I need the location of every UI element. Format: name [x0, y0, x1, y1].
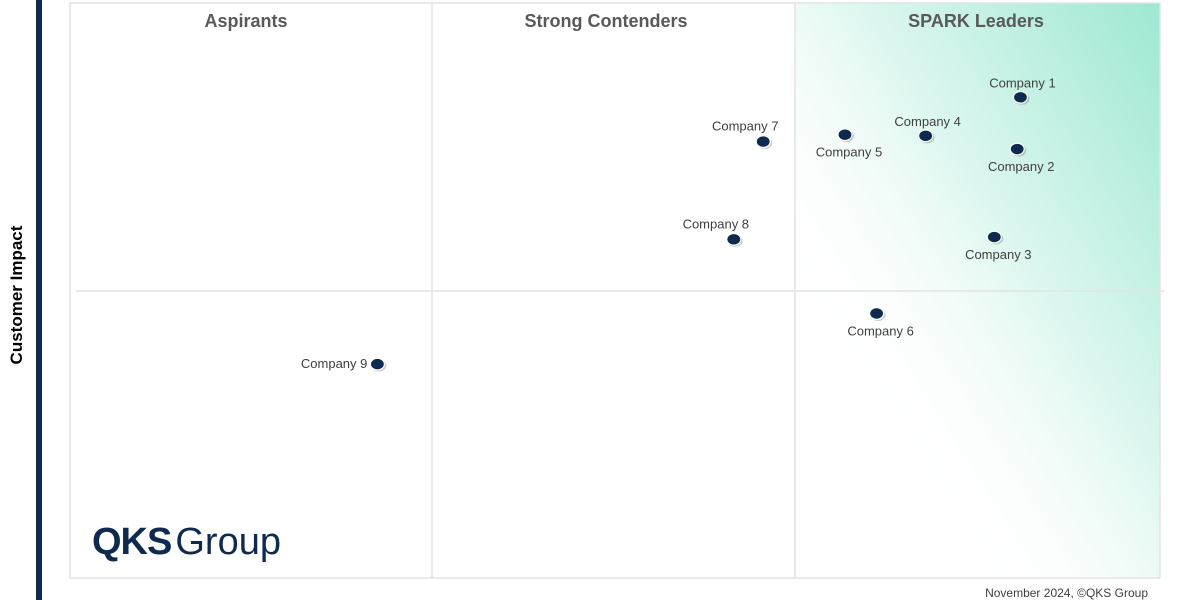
point-label-company-2: Company 2 [988, 159, 1054, 174]
qks-group-logo: QKS Group [92, 521, 281, 563]
point-label-company-8: Company 8 [683, 216, 749, 231]
quadrant-title-strong-contenders: Strong Contenders [524, 11, 687, 31]
point-label-company-3: Company 3 [965, 247, 1031, 262]
point-company-7[interactable] [755, 135, 771, 148]
point-label-company-1: Company 1 [989, 75, 1055, 90]
quadrant-title-aspirants: Aspirants [204, 11, 287, 31]
logo-light-text: Group [175, 521, 281, 563]
left-axis-bar [36, 0, 42, 600]
point-label-company-5: Company 5 [816, 145, 882, 160]
point-label-company-7: Company 7 [712, 119, 778, 134]
point-company-2[interactable] [1009, 142, 1025, 156]
point-company-8[interactable] [726, 232, 742, 246]
point-company-4[interactable] [918, 129, 934, 143]
data-points-layer: Company 1 Company 2 Company 3 Company 4 Comp… [301, 75, 1056, 372]
point-company-3[interactable] [986, 230, 1002, 244]
point-label-company-4: Company 4 [894, 114, 960, 129]
logo-bold-text: QKS [92, 521, 171, 563]
point-company-6[interactable] [868, 307, 885, 320]
quadrant-title-spark-leaders: SPARK Leaders [908, 11, 1044, 31]
point-label-company-9: Company 9 [301, 356, 367, 371]
point-company-1[interactable] [1012, 90, 1029, 104]
footer-copyright: November 2024, ©QKS Group [985, 586, 1148, 600]
y-axis-label: Customer Impact [7, 225, 26, 364]
point-company-5[interactable] [837, 128, 853, 142]
point-label-company-6: Company 6 [847, 324, 913, 339]
point-company-9[interactable] [369, 357, 385, 371]
